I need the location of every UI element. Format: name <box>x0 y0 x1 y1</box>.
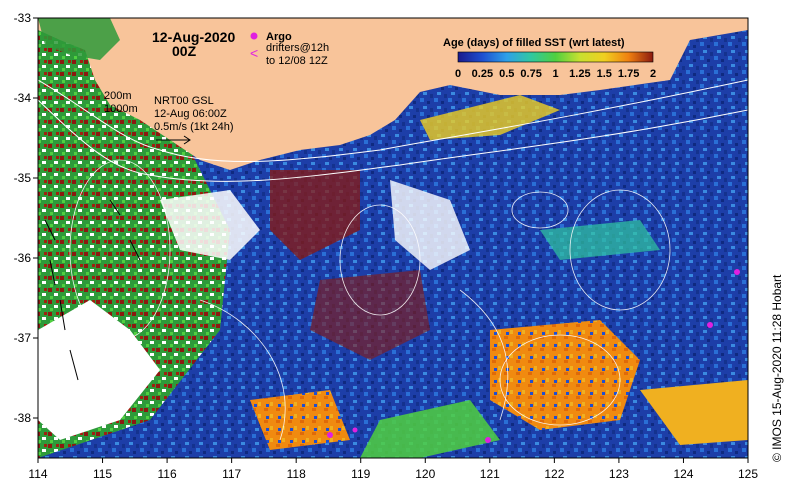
cloud-gap <box>390 180 470 270</box>
yellow-coastal-band <box>420 95 560 140</box>
colorbar-tick-label: 1.5 <box>597 68 612 80</box>
map-hour: 00Z <box>172 43 197 59</box>
y-tick-label: -37 <box>14 331 32 345</box>
y-tick-label: -36 <box>14 251 32 265</box>
x-tick-label: 121 <box>480 467 500 481</box>
cloud-gap <box>38 300 160 440</box>
orange-sst-region <box>250 390 350 450</box>
colorbar-tick-label: 1.75 <box>618 68 639 80</box>
x-tick-label: 125 <box>738 467 758 481</box>
y-tick-label: -35 <box>14 171 32 185</box>
x-tick-label: 114 <box>28 467 47 481</box>
argo-legend-marker <box>250 32 258 40</box>
velocity-scale-label: 0.5m/s (1kt 24h) <box>154 121 233 133</box>
x-tick-label: 120 <box>415 467 435 481</box>
colorbar-tick-label: 0.5 <box>499 68 514 80</box>
colorbar-gradient <box>457 51 654 63</box>
x-tick-label: 124 <box>673 467 693 481</box>
drifters-legend-line2: to 12/08 12Z <box>266 55 328 67</box>
current-vectors <box>44 199 141 381</box>
colorbar-tick-label: 0.25 <box>472 68 493 80</box>
x-tick-label: 122 <box>544 467 564 481</box>
colorbar-tick-label: 1 <box>552 68 558 80</box>
old-data-patch <box>270 170 360 260</box>
x-tick-label: 115 <box>93 467 112 481</box>
colorbar-tick-label: 0 <box>455 68 461 80</box>
x-axis-ticks: 114 115 116 117 118 119 120 121 122 123 124 125 <box>28 458 758 481</box>
imos-credit: © IMOS 15-Aug-2020 11:28 Hobart <box>770 274 784 462</box>
colorbar-tick-label: 2 <box>650 68 656 80</box>
coastal-green-strip <box>38 18 120 60</box>
y-tick-label: -38 <box>14 411 32 425</box>
isobath-200m-label: 200m <box>104 90 132 102</box>
colorbar-ticks: 0 0.25 0.5 0.75 1 1.25 1.5 1.75 2 <box>455 68 656 80</box>
y-tick-label: -34 <box>14 91 32 105</box>
isobath-200m <box>38 79 748 163</box>
map-date: 12-Aug-2020 <box>152 29 235 45</box>
x-tick-label: 119 <box>351 467 370 481</box>
drifter-legend-marker: < <box>250 45 258 61</box>
drifters-legend-line1: drifters@12h <box>266 42 329 54</box>
colorbar-tick-label: 0.75 <box>520 68 541 80</box>
x-tick-label: 118 <box>287 467 306 481</box>
x-tick-label: 117 <box>222 467 241 481</box>
x-tick-label: 123 <box>609 467 629 481</box>
colorbar-title: Age (days) of filled SST (wrt latest) <box>443 37 625 49</box>
cloud-gap <box>160 190 260 260</box>
isobath-legend: 200m 1000m <box>104 90 138 115</box>
colorbar-tick-label: 1.25 <box>569 68 590 80</box>
old-data-patch <box>310 270 430 360</box>
isobath-1000m-label: 1000m <box>104 103 138 115</box>
argo-legend-label: Argo <box>266 31 292 43</box>
orange-sst-region <box>490 320 640 430</box>
plot-border <box>37 17 749 459</box>
argo-floats <box>327 269 740 443</box>
y-tick-label: -33 <box>14 11 32 25</box>
gsl-product-label: NRT00 GSL <box>154 95 214 107</box>
x-tick-label: 116 <box>158 467 177 481</box>
yellow-sst-region <box>640 380 748 445</box>
sea-level-contours <box>69 159 671 441</box>
argo-legend: Argo < drifters@12h to 12/08 12Z <box>250 31 329 67</box>
y-axis-ticks: -33 -34 -35 -36 -37 -38 <box>14 11 38 425</box>
velocity-scale-arrow <box>156 135 191 145</box>
green-sst-region <box>360 400 500 458</box>
gsl-time-label: 12-Aug 06:00Z <box>154 108 227 120</box>
sst-plot-area <box>38 18 748 458</box>
gsl-legend: NRT00 GSL 12-Aug 06:00Z 0.5m/s (1kt 24h) <box>154 95 233 145</box>
